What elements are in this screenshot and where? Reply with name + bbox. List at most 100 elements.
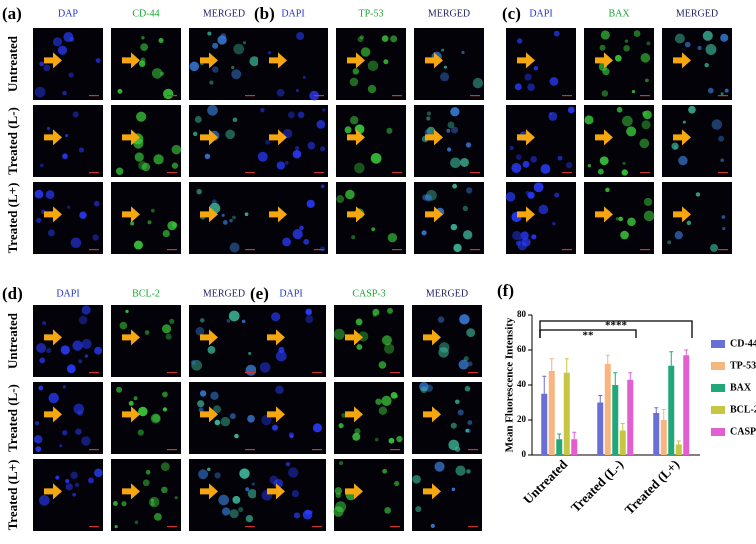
micrograph [412,382,482,454]
arrow [673,52,691,69]
cell [138,406,148,417]
cell [78,359,83,364]
cell [549,76,559,86]
cell [622,115,633,127]
cell [251,482,255,486]
cell [354,428,361,435]
x-tick-label: Treated (L+) [622,457,683,518]
arrow [267,483,285,500]
scale-bar [718,249,728,251]
cell [720,33,729,42]
cell [415,505,422,513]
cell [43,64,51,72]
scale-bar [167,249,177,251]
cell [291,490,300,498]
cell [231,65,235,70]
cell [465,428,470,433]
cell [220,33,227,40]
cell [305,315,314,324]
micrograph [189,105,259,177]
arrow [345,483,363,500]
cell [440,72,450,82]
cell [710,243,719,252]
cell [152,414,161,423]
cell [344,126,352,134]
error-bar [557,433,562,440]
micrograph [414,28,484,100]
cell [142,479,150,487]
cell [620,230,629,240]
cell [615,216,620,221]
cell [141,162,151,172]
cell [199,390,207,397]
cell [249,56,260,67]
cell [190,360,196,365]
arrow [595,52,613,69]
cell [145,469,151,475]
micrograph [336,105,406,177]
cell [333,328,345,340]
cell [516,38,523,44]
cell [273,478,283,489]
cell [134,520,139,525]
cell [454,446,461,452]
micrograph [662,28,732,100]
scale-bar [562,95,572,97]
cell [46,347,52,354]
cell [624,39,629,43]
cell [320,246,326,252]
cell [642,110,652,120]
scale-bar [718,172,728,174]
arrow [425,206,443,223]
cell [191,359,203,371]
cell [600,30,610,40]
cell [81,305,91,315]
micrograph [111,459,181,531]
cell [454,399,460,405]
cell [275,350,287,362]
bar [604,364,611,455]
cell [121,501,127,507]
cell [351,235,356,240]
arrow [269,129,287,146]
column-header: BCL-2 [132,288,160,299]
cell [221,213,225,217]
cell [356,344,363,350]
column-header: DAPI [279,288,302,299]
cell [226,319,231,323]
cell [505,192,516,202]
bar [541,393,548,455]
cell [232,117,238,123]
cell [464,385,471,392]
bracket [539,320,693,338]
x-tick-label: Treated (L-) [568,457,627,516]
cell [115,167,124,175]
arrow [44,206,62,223]
cell [359,35,364,40]
column-header: CASP-3 [352,288,385,299]
cell [584,115,594,125]
cell [276,161,285,170]
cell [320,184,325,189]
cell [162,229,170,238]
cell [721,215,726,219]
error-bar [676,440,681,445]
cell [530,156,538,163]
cell [228,310,240,322]
scale-bar [89,249,99,251]
cell [283,128,293,139]
cell [674,230,683,240]
arrow [345,406,363,423]
cell [92,234,99,241]
cell [688,105,696,114]
cell [158,37,164,44]
cell [383,59,389,65]
error-bar [542,375,547,394]
cell [622,161,626,166]
arrow [122,406,140,423]
cell [259,362,271,373]
cell [437,316,445,323]
cell [446,128,451,133]
cell [62,385,67,389]
cell [387,233,398,243]
